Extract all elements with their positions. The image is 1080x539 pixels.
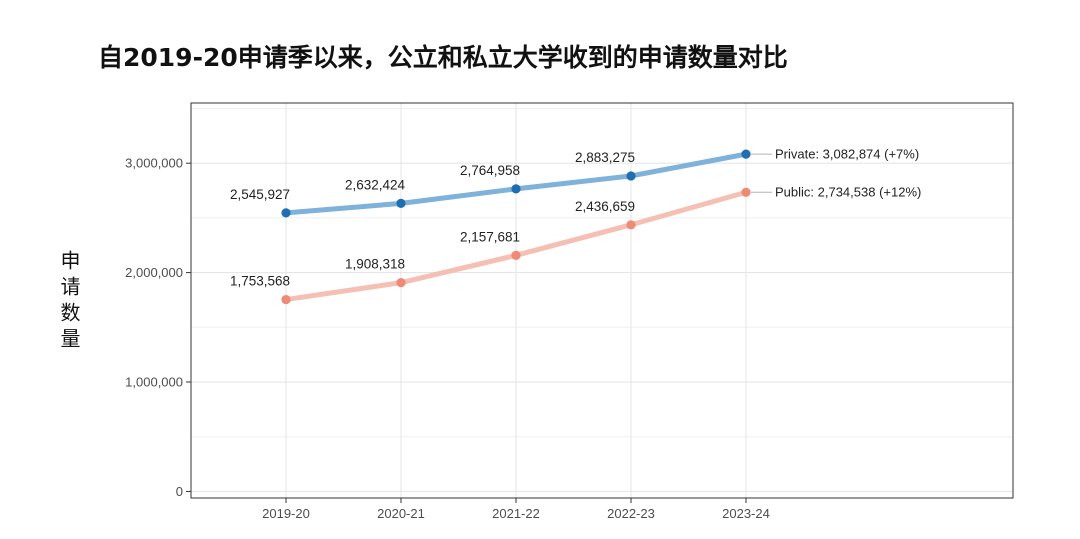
data-point-private [511,184,521,194]
data-point-private [281,208,291,218]
data-label-private: 2,545,927 [230,187,290,202]
axes: 0 1,000,000 2,000,000 3,000,000 2019-20 2020-… [125,156,770,521]
x-tick-label: 2019-20 [262,506,310,521]
x-tick-label: 2023-24 [722,506,770,521]
chart-title: 自2019-20申请季以来，公立和私立大学收到的申请数量对比 [98,43,788,72]
data-label-public: 1,753,568 [230,274,290,289]
plot-border [190,102,1014,499]
y-tick-label: 0 [176,484,183,499]
end-label-private: Private: 3,082,874 (+7%) [775,147,919,162]
y-tick-label: 3,000,000 [125,156,183,171]
x-tick-label: 2022-23 [607,506,655,521]
data-point-private [741,149,751,159]
y-tick-label: 2,000,000 [125,265,183,280]
data-label-public: 2,157,681 [460,229,520,244]
data-label-private: 2,632,424 [345,177,406,192]
x-tick-label: 2021-22 [492,506,540,521]
end-label-public: Public: 2,734,538 (+12%) [775,185,921,200]
data-label-private: 2,883,275 [575,150,635,165]
data-labels: 2,545,927 2,632,424 2,764,958 2,883,275 Priv… [230,147,921,289]
minor-gridlines [191,107,1013,438]
end-label-connectors [751,153,772,193]
data-point-public [511,250,521,260]
series-points [281,149,751,305]
data-point-public [281,294,291,305]
data-point-public [626,220,636,230]
y-axis-label: 申请数量 [57,250,81,354]
data-label-private: 2,764,958 [460,163,520,178]
x-tick-label: 2020-21 [377,506,425,521]
data-label-public: 2,436,659 [575,199,635,214]
y-tick-label: 1,000,000 [125,375,183,390]
data-point-public [741,187,751,197]
data-point-private [396,198,406,208]
plot-background [191,103,1013,498]
data-point-public [396,278,406,288]
data-label-public: 1,908,318 [345,257,405,272]
data-point-private [626,171,636,181]
